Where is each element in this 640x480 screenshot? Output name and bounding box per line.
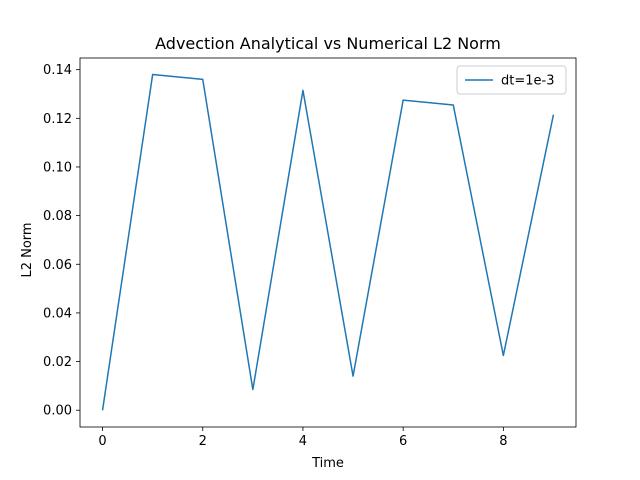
- series-line-0: [101, 73, 555, 411]
- y-tick-label: 0.04: [43, 306, 72, 321]
- y-tick-label: 0.08: [43, 209, 72, 224]
- x-tick-label: 6: [399, 434, 407, 449]
- plot-area: 0 2 4 6 8 0.00 0.02 0.04 0.06 0.08 0.10 0.12 0.14 dt=…: [43, 57, 577, 449]
- y-tick-label: 0.14: [43, 63, 72, 78]
- y-tick-label: 0.00: [43, 404, 72, 419]
- chart-title: Advection Analytical vs Numerical L2 Nor…: [155, 34, 501, 53]
- x-axis-label: Time: [311, 456, 344, 471]
- legend-box: [456, 65, 567, 95]
- y-tick-label: 0.02: [43, 355, 72, 370]
- x-tick-label: 8: [499, 434, 507, 449]
- legend-label: dt=1e-3: [501, 74, 554, 89]
- y-tick-label: 0.10: [43, 160, 72, 175]
- x-tick-label: 4: [299, 434, 307, 449]
- x-tick-label: 0: [98, 434, 106, 449]
- y-tick-label: 0.06: [43, 258, 72, 273]
- axes-frame: [79, 57, 577, 428]
- x-tick-label: 2: [199, 434, 207, 449]
- y-tick-label: 0.12: [43, 112, 72, 127]
- y-axis-label: L2 Norm: [20, 222, 35, 277]
